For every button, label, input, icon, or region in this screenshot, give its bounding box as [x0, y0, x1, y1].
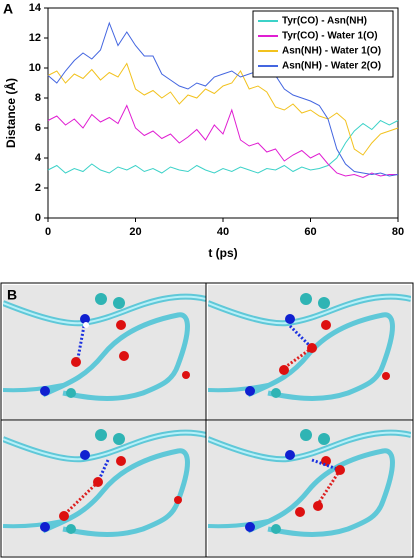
data-line	[47, 62, 399, 156]
legend-label: Asn(NH) - Water 1(O)	[282, 46, 381, 57]
x-tick-label: 40	[217, 226, 229, 238]
y-axis-label: Distance (Å)	[3, 78, 18, 148]
structure-image	[3, 285, 206, 420]
panel-label: A	[3, 1, 13, 17]
y-tick-label: 8	[35, 92, 41, 104]
legend: Tyr(CO) - Asn(NH) Tyr(CO) - Water 1(O) Asn…	[252, 10, 394, 78]
y-tick-label: 10	[29, 62, 41, 74]
panel-label: B	[7, 287, 17, 303]
y-tick-label: 12	[29, 32, 41, 44]
data-line	[47, 21, 399, 177]
x-tick-label: 0	[45, 226, 51, 238]
plot-area: 0 2 4 6 8 10 12 14 0 20 40 60 80 t (ps) Distance (Å) Ty…	[3, 2, 404, 260]
y-tick-label: 4	[35, 152, 42, 164]
structure-image	[208, 285, 411, 420]
x-tick-label: 80	[392, 226, 404, 238]
y-tick-label: 14	[29, 2, 42, 14]
structure-image	[208, 421, 411, 556]
legend-label: Tyr(CO) - Water 1(O)	[282, 31, 378, 42]
hbond-annotations	[59, 322, 390, 521]
legend-label: Tyr(CO) - Asn(NH)	[282, 16, 367, 27]
data-line	[47, 119, 399, 174]
x-axis-label: t (ps)	[208, 246, 237, 260]
legend-label: Asn(NH) - Water 2(O)	[282, 61, 381, 72]
y-tick-label: 6	[35, 122, 41, 134]
data-line	[47, 104, 398, 179]
x-tick-label: 60	[304, 226, 316, 238]
structure-image	[3, 421, 206, 556]
y-tick-label: 2	[35, 182, 41, 194]
y-tick-label: 0	[35, 212, 41, 224]
x-tick-label: 20	[129, 226, 141, 238]
